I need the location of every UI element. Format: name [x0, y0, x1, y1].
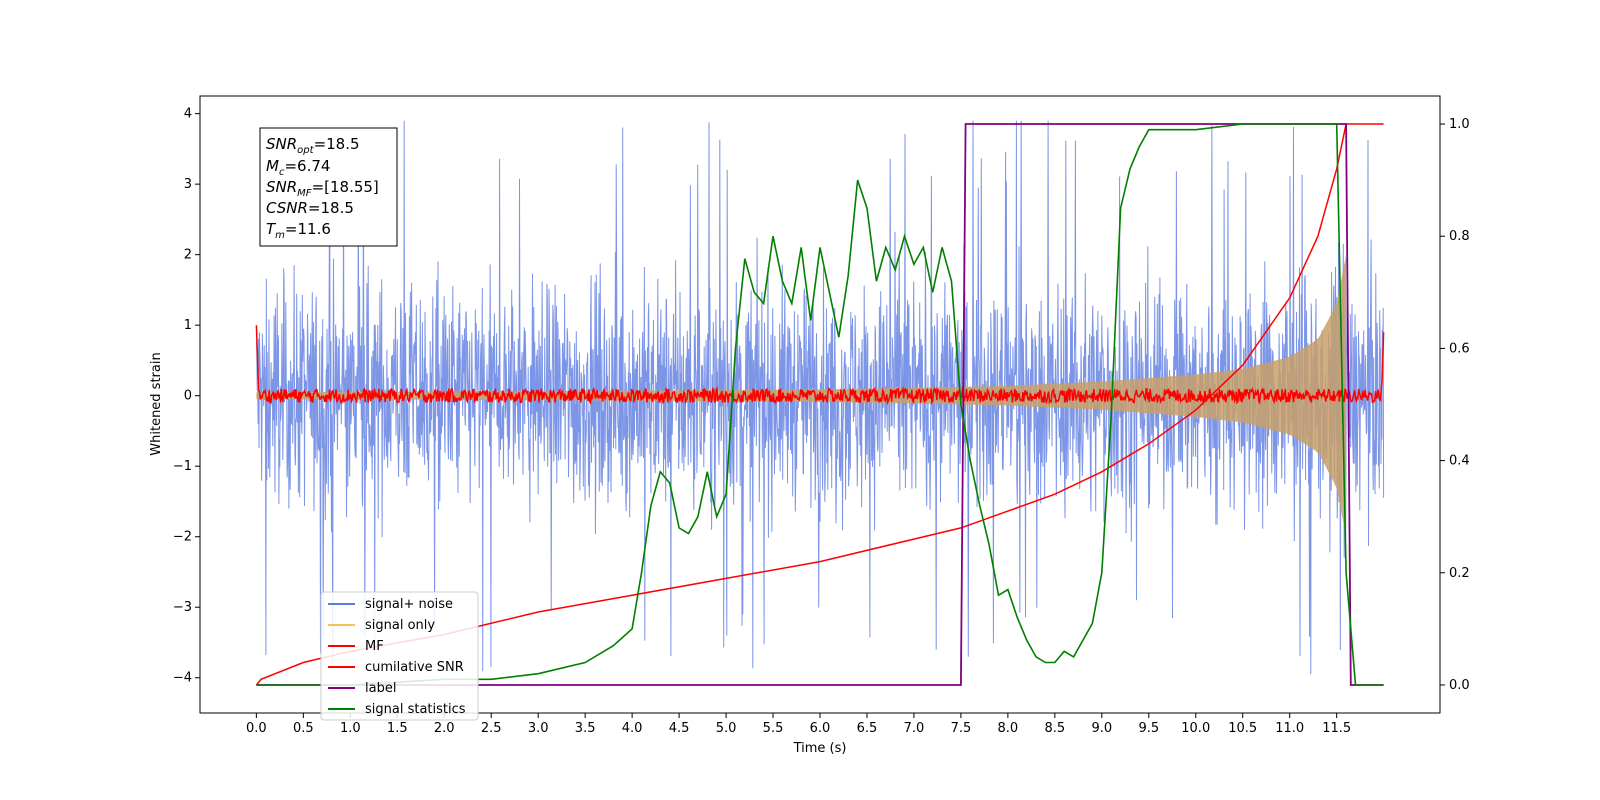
annotation-mc: Mc=6.74 [266, 157, 330, 178]
y-right-tick-label: 0.0 [1449, 678, 1470, 693]
x-tick-label: 10.5 [1228, 721, 1257, 736]
x-tick-label: 9.0 [1091, 721, 1112, 736]
annotation-snr-mf: SNRMF=[18.55] [266, 178, 379, 199]
y-right-tick-label: 0.8 [1449, 229, 1470, 244]
x-tick-label: 4.5 [669, 721, 690, 736]
legend-label: MF [365, 639, 384, 654]
legend-label: label [365, 681, 396, 696]
stats-annotation-box: SNRopt=18.5 Mc=6.74 SNRMF=[18.55] CSNR=1… [259, 127, 398, 247]
annotation-tm: Tm=11.6 [266, 220, 331, 241]
signal-only-band [256, 254, 1347, 537]
y-right-tick-label: 1.0 [1449, 117, 1470, 132]
x-tick-label: 2.5 [481, 721, 502, 736]
signal-statistics-line [256, 123, 1384, 686]
annotation-csnr: CSNR=18.5 [266, 199, 354, 217]
y-left-tick-label: 1 [184, 318, 192, 333]
x-tick-label: 6.0 [810, 721, 831, 736]
x-tick-label: 1.5 [387, 721, 408, 736]
legend-label: signal only [365, 618, 435, 633]
x-axis-label: Time (s) [793, 741, 847, 756]
x-tick-label: 0.5 [293, 721, 314, 736]
y-right-tick-label: 0.2 [1449, 566, 1470, 581]
y-axis-left: −4 −3 −2 −1 0 1 2 3 4 [173, 107, 200, 686]
y-left-tick-label: −4 [173, 671, 192, 686]
x-tick-label: 8.5 [1045, 721, 1066, 736]
y-left-tick-label: −1 [173, 459, 192, 474]
legend-label: cumilative SNR [365, 660, 464, 675]
y-right-tick-label: 0.6 [1449, 341, 1470, 356]
legend-label: signal statistics [365, 702, 466, 717]
y-right-tick-label: 0.4 [1449, 454, 1470, 469]
x-tick-label: 5.0 [716, 721, 737, 736]
y-left-tick-label: 0 [184, 389, 192, 404]
x-tick-label: 1.0 [340, 721, 361, 736]
x-tick-label: 2.0 [434, 721, 455, 736]
x-tick-label: 7.0 [904, 721, 925, 736]
y-left-tick-label: −3 [173, 600, 192, 615]
x-tick-label: 7.5 [951, 721, 972, 736]
y-axis-right: 0.0 0.2 0.4 0.6 0.8 1.0 [1440, 117, 1470, 693]
y-left-tick-label: 4 [184, 107, 192, 122]
x-tick-label: 5.5 [763, 721, 784, 736]
y-left-tick-label: 3 [184, 177, 192, 192]
x-tick-label: 0.0 [246, 721, 267, 736]
x-axis: 0.0 0.5 1.0 1.5 2.0 2.5 3.0 3.5 4.0 4.5 5.0 5.5 6.0 6… [246, 713, 1351, 736]
x-tick-label: 8.0 [998, 721, 1019, 736]
annotation-frame [259, 127, 398, 247]
x-tick-label: 10.0 [1181, 721, 1210, 736]
legend-label: signal+ noise [365, 597, 453, 612]
x-tick-label: 4.0 [622, 721, 643, 736]
y-axis-label: Whitened strain [149, 352, 164, 455]
x-tick-label: 6.5 [857, 721, 878, 736]
x-tick-label: 3.5 [575, 721, 596, 736]
y-left-tick-label: −2 [173, 530, 192, 545]
annotation-snr-opt: SNRopt=18.5 [266, 135, 360, 156]
legend-frame [320, 591, 479, 721]
x-tick-label: 11.5 [1322, 721, 1351, 736]
x-tick-label: 11.0 [1275, 721, 1304, 736]
x-tick-label: 3.0 [528, 721, 549, 736]
y-left-tick-label: 2 [184, 248, 192, 263]
mf-line [255, 325, 1385, 406]
legend: signal+ noise signal only MF cumilative SNR… [320, 591, 479, 721]
x-tick-label: 9.5 [1138, 721, 1159, 736]
